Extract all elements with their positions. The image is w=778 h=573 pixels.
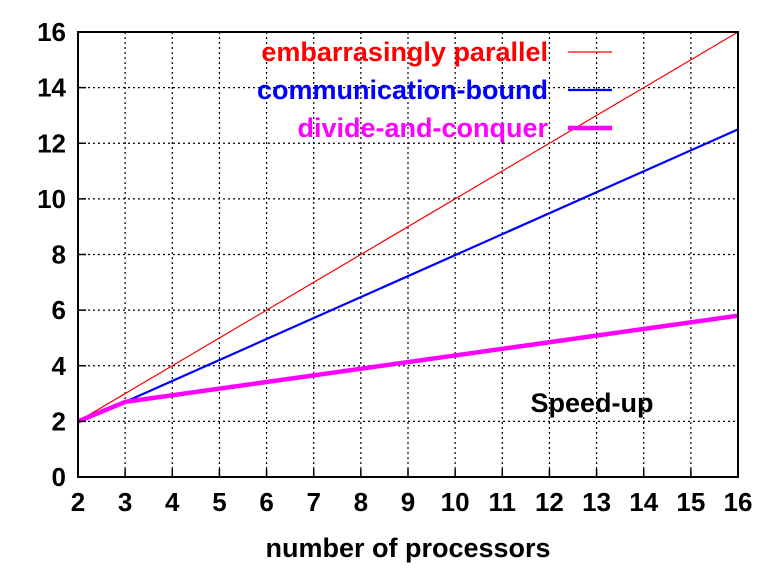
grid (78, 32, 738, 477)
x-tick-label: 7 (306, 487, 320, 517)
y-tick-label: 14 (37, 73, 66, 103)
series-lines (77, 31, 739, 424)
y-tick-label: 4 (52, 351, 67, 381)
legend: embarrasingly parallel communication-boun… (257, 37, 612, 143)
series-line-0 (77, 31, 739, 422)
x-tick-label: 16 (724, 487, 753, 517)
x-tick-label: 9 (401, 487, 415, 517)
x-tick-label: 2 (71, 487, 85, 517)
y-tick-label: 0 (52, 462, 66, 492)
x-tick-label: 6 (259, 487, 273, 517)
y-tick-label: 6 (52, 295, 66, 325)
legend-label-2: divide-and-conquer (297, 113, 548, 143)
x-tick-label: 10 (441, 487, 470, 517)
x-tick-label: 12 (535, 487, 564, 517)
x-axis-title: number of processors (265, 533, 550, 563)
y-tick-label: 2 (52, 406, 66, 436)
series-line-2 (77, 313, 739, 424)
x-tick-label: 5 (212, 487, 226, 517)
y-tick-labels: 0 2 4 6 8 10 12 14 16 (37, 17, 86, 492)
x-tick-label: 15 (676, 487, 705, 517)
legend-label-0: embarrasingly parallel (261, 37, 548, 67)
x-tick-labels: 2 3 4 5 6 7 8 9 10 11 12 13 14 15 16 (71, 469, 753, 517)
x-tick-label: 13 (582, 487, 611, 517)
x-tick-label: 11 (489, 487, 517, 517)
y-tick-label: 8 (52, 240, 66, 270)
x-tick-label: 14 (629, 487, 658, 517)
y-tick-label: 12 (37, 128, 66, 158)
x-tick-label: 8 (354, 487, 368, 517)
speedup-annotation: Speed-up (530, 388, 653, 418)
x-tick-label: 4 (165, 487, 180, 517)
y-tick-label: 10 (37, 184, 66, 214)
legend-label-1: communication-bound (257, 75, 548, 105)
x-tick-label: 3 (118, 487, 132, 517)
y-tick-label: 16 (37, 17, 66, 47)
